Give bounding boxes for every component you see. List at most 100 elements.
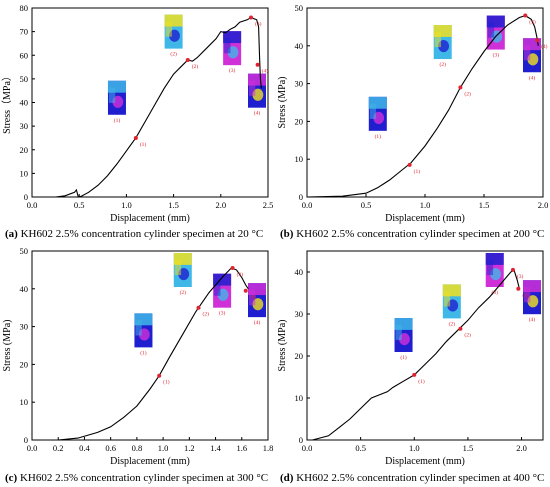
marker-label-c: (2)	[203, 311, 210, 318]
marker-label-b: (4)	[541, 43, 548, 50]
x-tick-label-a: 1.5	[168, 200, 179, 210]
marker-label-a: (1)	[140, 141, 147, 148]
x-tick-label-c: 1.0	[158, 443, 169, 453]
caption-d-letter: (d)	[280, 472, 294, 484]
simulation-inset-b-4	[523, 38, 541, 73]
marker-point-b	[535, 38, 540, 43]
y-axis-label-d: Stress (MPa)	[277, 320, 288, 372]
y-axis-label-b: Stress (MPa)	[277, 77, 288, 129]
inset-label-d: (3)	[492, 289, 499, 296]
simulation-inset-a-1	[107, 80, 126, 115]
simulation-inset-a-4	[248, 73, 266, 108]
simulation-inset-b-1	[368, 96, 387, 131]
x-tick-label-b: 0.5	[361, 200, 372, 210]
chart-d-svg: 0.0 0.5 1.0 1.5 2.0 0 10 20 30 40 Displacement (mm…	[277, 250, 544, 467]
marker-label-a: (3)	[255, 20, 262, 27]
y-axis-label-a: Stress（MPa）	[1, 71, 13, 134]
y-tick-label-d: 40	[295, 267, 304, 277]
inset-label-c: (3)	[219, 310, 226, 317]
stress-curve-a	[32, 16, 262, 198]
inset-label-b: (4)	[529, 74, 536, 81]
marker-point-a	[133, 135, 138, 140]
simulation-inset-c-2	[173, 253, 192, 287]
inset-label-c: (4)	[254, 319, 261, 326]
x-tick-label-c: 1.6	[236, 443, 247, 453]
simulation-inset-a-3	[223, 31, 242, 66]
marker-point-d	[510, 267, 515, 272]
x-tick-label-c: 0.4	[79, 443, 90, 453]
simulation-inset-c-1	[134, 313, 153, 348]
x-tick-label-d: 2.0	[516, 443, 527, 453]
chart-panel-d: 0.0 0.5 1.0 1.5 2.0 0 10 20 30 40 Displacement (mm…	[275, 243, 550, 487]
simulation-inset-a-2	[164, 14, 183, 49]
x-tick-label-a: 1.0	[121, 200, 132, 210]
x-tick-label-a: 2.5	[263, 200, 274, 210]
x-tick-label-d: 1.0	[409, 443, 420, 453]
simulation-inset-c-4	[248, 283, 266, 318]
y-tick-label-b: 10	[295, 154, 304, 164]
simulation-inset-b-2	[433, 25, 452, 60]
simulation-inset-c-3	[213, 273, 232, 308]
plot-frame-d	[306, 250, 544, 441]
caption-a-letter: (a)	[5, 228, 18, 240]
marker-point-a	[249, 15, 254, 20]
chart-a-svg: 0.0 0.5 1.0 1.5 2.0 2.5 0 10 20 30 40 50 60 70 80 Displ…	[1, 3, 274, 224]
y-tick-label-a: 60	[20, 50, 29, 60]
caption-b: (b) KH602 2.5% concentration cylinder sp…	[280, 228, 544, 241]
chart-c-svg: 0.0 0.2 0.4 0.6 0.8 1.0 1.2 1.4 1.6 1.8 0 10 20 30 40 5…	[2, 246, 274, 467]
caption-d: (d) KH602 2.5% concentration cylinder sp…	[280, 472, 544, 485]
y-tick-label-d: 20	[295, 351, 304, 361]
x-tick-label-b: 1.0	[420, 200, 431, 210]
y-tick-label-d: 10	[295, 393, 304, 403]
inset-label-c: (2)	[180, 289, 187, 296]
x-tick-label-c: 0.8	[132, 443, 143, 453]
marker-label-a: (4)	[262, 68, 269, 75]
y-tick-label-a: 0	[24, 192, 28, 202]
marker-label-b: (2)	[464, 90, 471, 97]
stress-curve-d	[312, 269, 520, 441]
inset-label-a: (4)	[254, 110, 261, 117]
x-tick-label-c: 1.8	[263, 443, 274, 453]
simulation-inset-b-3	[486, 15, 505, 50]
y-tick-label-b: 30	[295, 79, 304, 89]
plot-frame-b	[306, 7, 544, 198]
x-tick-label-c: 1.2	[184, 443, 195, 453]
y-tick-label-a: 30	[20, 121, 29, 131]
y-tick-label-c: 20	[20, 359, 29, 369]
x-tick-label-a: 0.0	[27, 200, 38, 210]
x-tick-label-c: 0.0	[27, 443, 38, 453]
marker-point-d	[516, 286, 521, 291]
marker-point-a	[185, 57, 190, 62]
caption-a: (a) KH602 2.5% concentration cylinder sp…	[5, 228, 263, 241]
y-axis-label-c: Stress (MPa)	[2, 320, 13, 372]
marker-label-b: (1)	[414, 168, 421, 175]
x-axis-label-b: Displacement (mm)	[385, 213, 465, 224]
marker-label-d: (3)	[517, 273, 524, 280]
x-tick-label-a: 2.0	[215, 200, 226, 210]
caption-d-text: KH602 2.5% concentration cylinder specim…	[293, 472, 545, 484]
caption-c-text: KH602 2.5% concentration cylinder specim…	[17, 472, 269, 484]
inset-label-b: (1)	[375, 133, 382, 140]
caption-c: (c) KH602 2.5% concentration cylinder sp…	[5, 472, 268, 485]
y-tick-label-b: 40	[295, 41, 304, 51]
marker-label-d: (2)	[464, 332, 471, 339]
inset-label-a: (2)	[170, 51, 177, 58]
y-tick-label-c: 50	[20, 246, 29, 256]
inset-label-b: (2)	[439, 61, 446, 68]
x-tick-label-d: 0.0	[302, 443, 313, 453]
chart-panel-c: 0.0 0.2 0.4 0.6 0.8 1.0 1.2 1.4 1.6 1.8 0 10 20 30 40 5…	[0, 243, 275, 487]
marker-label-c: (4)	[250, 294, 257, 301]
y-tick-label-a: 40	[20, 98, 29, 108]
simulation-inset-d-3	[485, 253, 504, 287]
caption-b-text: KH602 2.5% concentration cylinder specim…	[293, 228, 545, 240]
y-tick-label-a: 20	[20, 145, 29, 155]
y-tick-label-c: 40	[20, 284, 29, 294]
marker-point-a	[255, 62, 260, 67]
marker-point-d	[458, 326, 463, 331]
simulation-inset-d-2	[442, 284, 461, 319]
y-tick-label-a: 70	[20, 27, 29, 37]
chart-panel-b: 0.0 0.5 1.0 1.5 2.0 0 10 20 30 40 50 Displacement (…	[275, 0, 550, 243]
inset-label-d: (4)	[529, 316, 536, 323]
simulation-inset-d-4	[523, 280, 541, 315]
inset-label-a: (1)	[114, 117, 121, 124]
